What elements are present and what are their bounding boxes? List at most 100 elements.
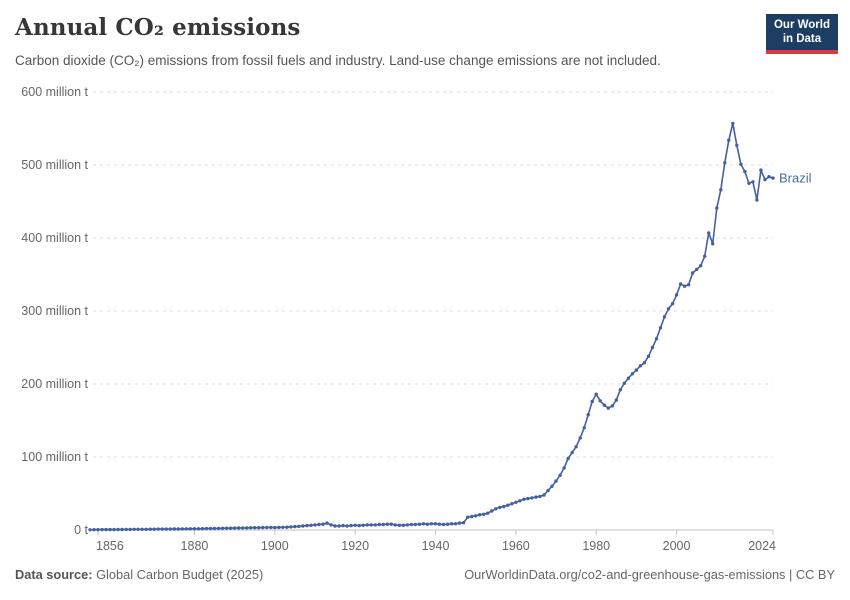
owid-logo-line1: Our World bbox=[773, 19, 830, 31]
data-point bbox=[116, 527, 120, 532]
data-point bbox=[449, 522, 454, 526]
data-point bbox=[397, 523, 402, 527]
data-point bbox=[373, 523, 377, 527]
data-point bbox=[92, 528, 96, 532]
data-point bbox=[112, 527, 116, 532]
data-point bbox=[381, 522, 385, 527]
data-point bbox=[345, 524, 349, 528]
data-point bbox=[674, 293, 679, 297]
data-point bbox=[441, 522, 446, 527]
license-link[interactable]: CC BY bbox=[795, 567, 835, 582]
data-point bbox=[160, 527, 164, 531]
data-point bbox=[510, 502, 514, 506]
y-axis-tick-label: 600 million t bbox=[21, 85, 88, 99]
data-point bbox=[281, 525, 285, 529]
data-point bbox=[707, 231, 711, 235]
data-point bbox=[662, 315, 667, 319]
footer-separator: | bbox=[785, 567, 796, 582]
data-point bbox=[566, 456, 570, 461]
data-point bbox=[723, 161, 727, 165]
data-point bbox=[574, 445, 578, 449]
data-point bbox=[401, 523, 406, 527]
data-point bbox=[108, 527, 112, 532]
y-axis-tick-label: 500 million t bbox=[21, 158, 88, 172]
data-point bbox=[638, 364, 643, 368]
owid-url-link[interactable]: OurWorldinData.org/co2-and-greenhouse-ga… bbox=[464, 567, 786, 582]
data-point bbox=[622, 381, 626, 385]
y-axis-tick-label: 300 million t bbox=[21, 304, 88, 318]
data-point bbox=[325, 521, 329, 525]
x-axis-tick-label: 1856 bbox=[96, 539, 124, 553]
data-point bbox=[285, 525, 289, 529]
data-point bbox=[333, 524, 337, 528]
data-point bbox=[168, 527, 173, 531]
data-point bbox=[731, 121, 735, 126]
data-point bbox=[558, 473, 562, 477]
data-point bbox=[257, 526, 261, 530]
x-axis-tick-label: 1920 bbox=[341, 539, 369, 553]
data-point bbox=[124, 527, 128, 532]
data-point bbox=[542, 493, 546, 497]
data-point bbox=[646, 354, 651, 358]
data-point bbox=[474, 514, 478, 518]
data-point bbox=[457, 521, 462, 525]
data-point bbox=[590, 399, 594, 404]
data-point bbox=[269, 525, 273, 530]
data-point bbox=[618, 388, 622, 392]
y-axis-tick-label: 400 million t bbox=[21, 231, 88, 245]
data-point bbox=[200, 527, 205, 531]
data-point bbox=[104, 527, 108, 532]
data-point bbox=[228, 526, 233, 530]
data-point bbox=[120, 527, 124, 532]
data-point bbox=[453, 522, 458, 526]
x-axis-tick-label: 1960 bbox=[502, 539, 530, 553]
y-axis-tick-label: 0 t bbox=[74, 523, 88, 537]
data-point bbox=[606, 406, 610, 410]
data-point bbox=[164, 527, 168, 531]
data-point bbox=[204, 526, 209, 531]
data-point bbox=[703, 254, 707, 258]
data-point bbox=[176, 527, 181, 531]
data-point bbox=[670, 302, 675, 306]
x-axis-tick-label: 2024 bbox=[748, 539, 776, 553]
data-point bbox=[598, 399, 602, 403]
data-point bbox=[156, 527, 160, 531]
page-title: Annual CO₂ emissions bbox=[15, 14, 301, 41]
data-point bbox=[289, 525, 293, 529]
data-point bbox=[666, 307, 671, 311]
data-point bbox=[212, 526, 217, 531]
data-point bbox=[554, 479, 558, 483]
data-point bbox=[461, 521, 466, 525]
data-point bbox=[425, 522, 430, 526]
data-point bbox=[538, 494, 542, 499]
data-point bbox=[192, 527, 197, 531]
data-point bbox=[96, 528, 100, 532]
data-point bbox=[634, 368, 639, 372]
data-point bbox=[437, 522, 442, 526]
data-point bbox=[739, 162, 743, 166]
data-point bbox=[152, 527, 156, 531]
data-point bbox=[482, 512, 486, 516]
owid-logo[interactable]: Our World in Data bbox=[765, 14, 838, 54]
series-line-brazil[interactable] bbox=[89, 122, 774, 531]
data-point bbox=[626, 376, 631, 380]
chart-footer: Data source: Global Carbon Budget (2025)… bbox=[15, 567, 835, 582]
data-point bbox=[196, 527, 201, 531]
data-point bbox=[582, 426, 586, 430]
data-point bbox=[763, 177, 767, 182]
x-axis-tick-label: 1980 bbox=[582, 539, 610, 553]
data-point bbox=[245, 526, 249, 530]
data-point bbox=[313, 523, 317, 527]
data-point bbox=[570, 450, 574, 455]
series-label-brazil[interactable]: Brazil bbox=[779, 171, 812, 186]
data-point bbox=[357, 523, 361, 528]
data-point bbox=[445, 522, 450, 526]
data-point bbox=[466, 515, 470, 519]
data-point bbox=[377, 522, 381, 527]
data-point bbox=[546, 488, 550, 493]
data-point bbox=[610, 404, 614, 408]
data-point bbox=[490, 509, 494, 513]
x-axis-tick-label: 1900 bbox=[261, 539, 289, 553]
data-point bbox=[550, 484, 554, 488]
